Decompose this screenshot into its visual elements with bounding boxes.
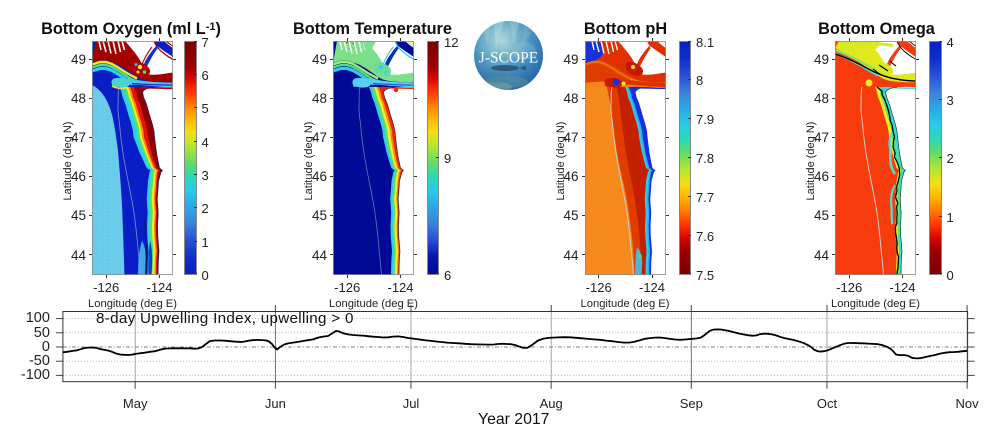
svg-text:J-SCOPE: J-SCOPE bbox=[479, 50, 538, 67]
